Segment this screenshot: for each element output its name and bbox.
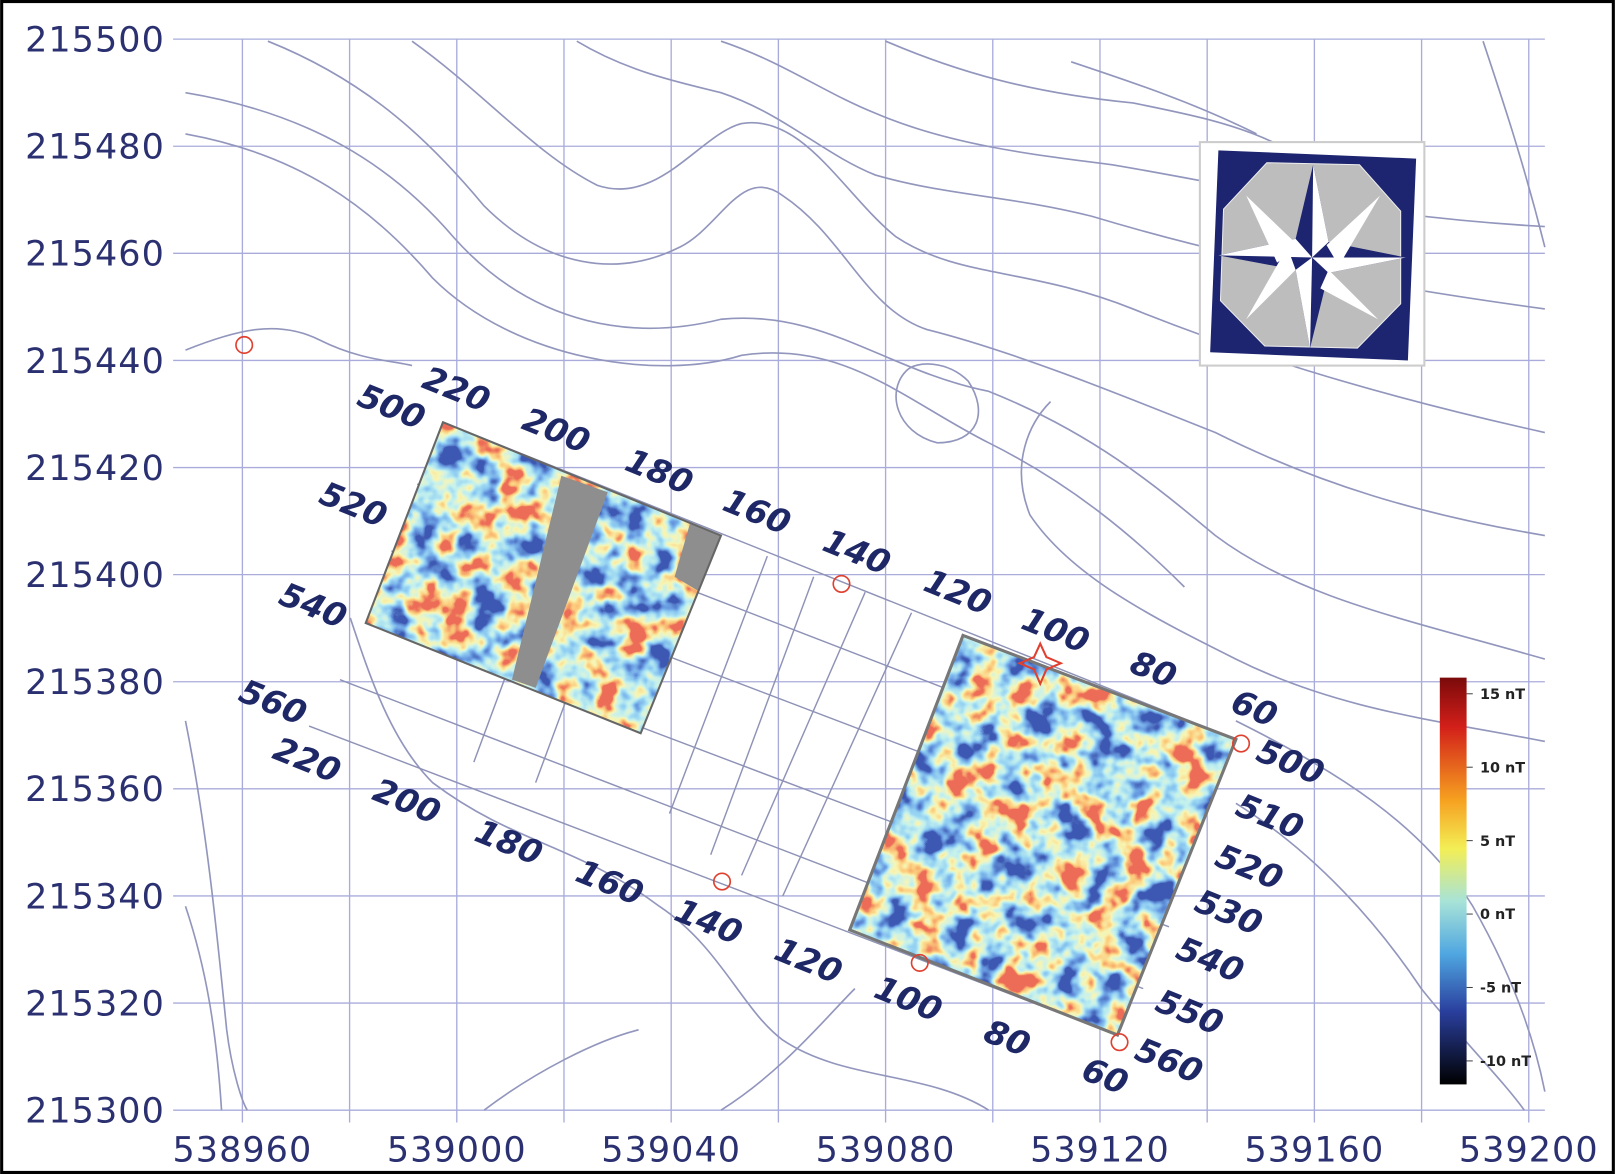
- x-tick-label: 539040: [601, 1131, 741, 1171]
- colorbar-label: -10 nT: [1480, 1054, 1531, 1070]
- x-tick-label: 539120: [1030, 1131, 1170, 1171]
- y-tick-label: 215380: [25, 663, 165, 703]
- y-tick-label: 215480: [25, 128, 165, 168]
- colorbar-label: 15 nT: [1480, 687, 1525, 703]
- y-tick-label: 215400: [25, 556, 165, 596]
- y-tick-label: 215440: [25, 342, 165, 382]
- x-tick-label: 539160: [1244, 1131, 1384, 1171]
- y-tick-label: 215300: [25, 1092, 165, 1132]
- colorbar-label: 0 nT: [1480, 907, 1515, 923]
- colorbar-label: 10 nT: [1480, 760, 1525, 776]
- x-tick-label: 538960: [172, 1131, 312, 1171]
- colorbar: [1440, 678, 1467, 1085]
- colorbar-label: -5 nT: [1480, 981, 1521, 997]
- y-tick-label: 215420: [25, 449, 165, 489]
- y-tick-label: 215320: [25, 984, 165, 1024]
- colorbar-label: 5 nT: [1480, 834, 1515, 850]
- y-tick-label: 215460: [25, 235, 165, 275]
- y-tick-label: 215340: [25, 877, 165, 917]
- compass-rose: [1200, 142, 1425, 365]
- x-tick-label: 539000: [387, 1131, 527, 1171]
- x-tick-label: 539080: [816, 1131, 956, 1171]
- y-tick-label: 215360: [25, 770, 165, 810]
- x-tick-label: 539200: [1459, 1131, 1599, 1171]
- y-tick-label: 215500: [25, 20, 165, 60]
- map: 15 nT 10 nT 5 nT 0 nT -5 nT -10 nT 215300 2153…: [0, 0, 1615, 1174]
